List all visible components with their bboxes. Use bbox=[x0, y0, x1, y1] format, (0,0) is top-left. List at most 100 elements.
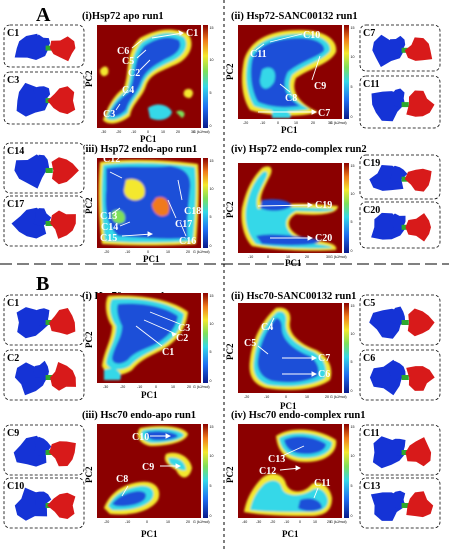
cluster-label: C18 bbox=[184, 206, 201, 217]
cluster-label: C8 bbox=[285, 93, 297, 104]
fes-panel: (ii) Hsp72-SANC00132 run1 0 5 10 15 G (k… bbox=[225, 11, 358, 135]
cluster-label: C13 bbox=[268, 454, 285, 465]
cluster-label: C17 bbox=[175, 219, 192, 230]
structure-label: C14 bbox=[7, 146, 24, 157]
protein-domain bbox=[387, 490, 406, 509]
colorbar-tick: 10 bbox=[351, 454, 355, 458]
y-axis-label: PC2 bbox=[84, 466, 94, 483]
colorbar-tick: 0 bbox=[351, 389, 353, 393]
panel-title: (iii) Hsc70 endo-apo run1 bbox=[82, 410, 196, 421]
colorbar-tick: 10 bbox=[210, 58, 214, 62]
x-axis-label: PC1 bbox=[285, 258, 302, 268]
structure-label: C3 bbox=[7, 75, 19, 86]
protein-domain bbox=[50, 362, 76, 391]
y-axis-label: PC2 bbox=[225, 63, 235, 80]
colorbar bbox=[203, 25, 208, 128]
colorbar-tick: 15 bbox=[210, 159, 214, 163]
x-tick: 20 bbox=[325, 395, 329, 399]
protein-domain bbox=[49, 441, 76, 467]
protein-domain bbox=[404, 37, 433, 61]
protein-domain bbox=[404, 168, 432, 192]
structure-label: C9 bbox=[7, 428, 19, 439]
protein-domain bbox=[50, 210, 76, 239]
structure-label: C7 bbox=[363, 28, 375, 39]
colorbar-label: G (kJ/mol) bbox=[193, 520, 210, 524]
x-tick: -20 bbox=[104, 520, 109, 524]
cluster-label: C11 bbox=[314, 478, 331, 489]
colorbar-tick: 0 bbox=[210, 379, 212, 383]
panel-title: (iii) Hsp72 endo-apo run1 bbox=[82, 144, 197, 155]
colorbar-tick: 5 bbox=[210, 91, 212, 95]
panel-title: (i)Hsp72 apo run1 bbox=[82, 11, 164, 22]
x-tick: 20 bbox=[311, 121, 315, 125]
x-tick: 20 bbox=[327, 520, 331, 524]
protein-domain bbox=[49, 36, 76, 62]
structure-inset: C9 bbox=[3, 424, 85, 476]
x-axis-label: PC1 bbox=[282, 529, 299, 539]
cluster-annotations bbox=[257, 317, 318, 377]
cluster-annotations bbox=[279, 445, 319, 499]
energy-basins bbox=[102, 295, 188, 380]
colorbar bbox=[203, 158, 208, 248]
x-tick: 20 bbox=[186, 520, 190, 524]
protein-domain bbox=[388, 306, 406, 325]
colorbar-tick: 10 bbox=[351, 192, 355, 196]
colorbar-tick: 0 bbox=[210, 244, 212, 248]
protein-domain bbox=[47, 492, 76, 519]
panel-title: (iv) Hsc70 endo-complex run1 bbox=[231, 410, 365, 421]
x-tick: -20 bbox=[104, 250, 109, 254]
structure-label: C5 bbox=[363, 298, 375, 309]
cluster-label: C3 bbox=[103, 109, 115, 120]
colorbar-tick: 15 bbox=[351, 304, 355, 308]
cluster-label: C6 bbox=[318, 369, 330, 380]
colorbar-tick: 10 bbox=[351, 55, 355, 59]
cluster-label: C9 bbox=[142, 462, 154, 473]
cluster-label: C2 bbox=[176, 333, 188, 344]
colorbar-label: G (kJ/mol) bbox=[330, 121, 347, 125]
protein-domain bbox=[33, 360, 49, 383]
linker bbox=[401, 320, 409, 325]
linker bbox=[45, 221, 53, 226]
structure-inset: C3 bbox=[3, 71, 85, 125]
protein-domain bbox=[14, 33, 49, 60]
protein-domain bbox=[32, 154, 50, 173]
cluster-label: C14 bbox=[101, 222, 118, 233]
colorbar bbox=[203, 293, 208, 383]
protein-domain bbox=[389, 213, 406, 232]
linker bbox=[45, 320, 53, 325]
panel-title: (iv) Hsp72 endo-complex run2 bbox=[231, 144, 367, 155]
colorbar bbox=[344, 303, 349, 393]
x-tick: -10 bbox=[125, 520, 130, 524]
cluster-label: C7 bbox=[318, 108, 330, 119]
fes-panel: (iii) Hsc70 endo-apo run1 0 5 10 15 G (k… bbox=[82, 410, 214, 539]
x-tick: 10 bbox=[171, 385, 175, 389]
x-tick: -20 bbox=[270, 520, 275, 524]
structure-inset: C2 bbox=[3, 349, 85, 401]
protein-domain bbox=[32, 308, 50, 327]
x-tick: -40 bbox=[242, 520, 247, 524]
cluster-label: C4 bbox=[261, 322, 273, 333]
cluster-label: C10 bbox=[132, 432, 149, 443]
cluster-label: C11 bbox=[250, 49, 267, 60]
x-tick: -20 bbox=[116, 130, 121, 134]
colorbar-label: G (kJ/mol) bbox=[193, 385, 210, 389]
structure-inset: C14 bbox=[3, 142, 85, 194]
x-tick: 30 bbox=[328, 121, 332, 125]
cluster-label: C12 bbox=[259, 466, 276, 477]
x-tick: 10 bbox=[305, 395, 309, 399]
x-tick: 10 bbox=[286, 255, 290, 259]
x-tick: 10 bbox=[161, 130, 165, 134]
colorbar-tick: 5 bbox=[351, 360, 353, 364]
cluster-label: C1 bbox=[186, 28, 198, 39]
section-letter: A bbox=[36, 4, 51, 26]
structure-label: C6 bbox=[363, 353, 375, 364]
colorbar-tick: 5 bbox=[210, 484, 212, 488]
panel-title: (ii) Hsc70-SANC00132 run1 bbox=[231, 291, 356, 302]
x-tick: 30 bbox=[191, 130, 195, 134]
x-tick: -20 bbox=[244, 395, 249, 399]
y-axis-label: PC2 bbox=[84, 331, 94, 348]
colorbar-tick: 0 bbox=[351, 115, 353, 119]
x-tick: -20 bbox=[243, 121, 248, 125]
colorbar-tick: 15 bbox=[210, 294, 214, 298]
